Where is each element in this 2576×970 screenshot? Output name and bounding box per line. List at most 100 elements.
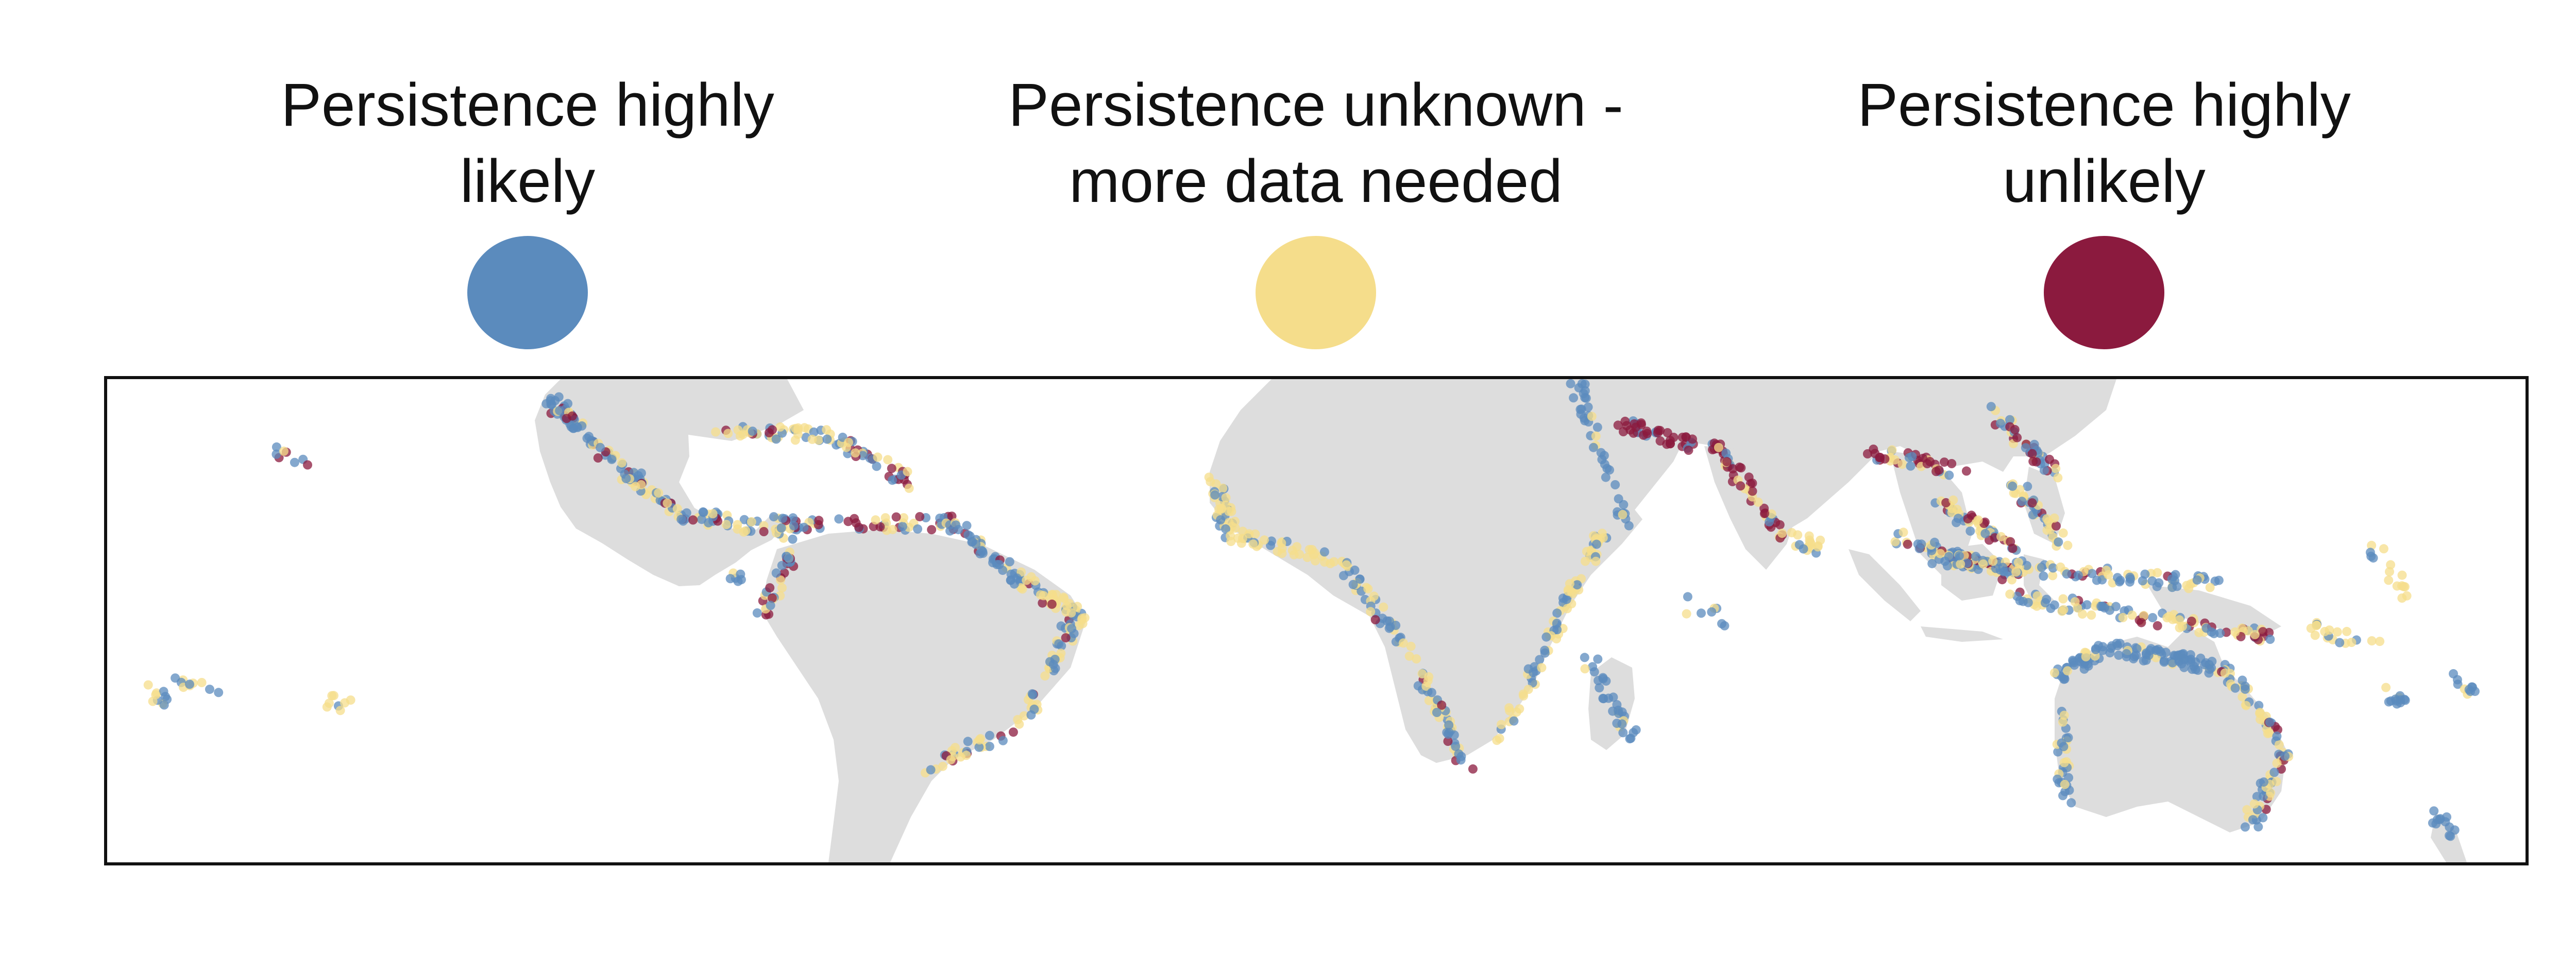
coral-point [1535, 655, 1545, 665]
coral-point [2259, 791, 2268, 801]
coral-point [1066, 608, 1076, 618]
coral-point [1421, 682, 1431, 691]
coral-point [1887, 445, 1897, 455]
coral-point [1230, 523, 1240, 533]
coral-point [2027, 498, 2037, 508]
coral-point [1931, 467, 1941, 477]
coral-point [1047, 599, 1057, 609]
coral-point [593, 453, 603, 463]
coral-point [2053, 473, 2063, 483]
coral-point [2347, 638, 2357, 647]
coral-point [2335, 638, 2345, 648]
coral-point [2064, 773, 2074, 782]
coral-point [2255, 708, 2265, 717]
coral-point [1617, 719, 1627, 729]
coral-point [1443, 729, 1453, 739]
coral-point [2051, 464, 2061, 473]
coral-point [2029, 439, 2039, 449]
coral-point [741, 526, 751, 536]
coral-point [2005, 589, 2015, 599]
coral-point [1045, 657, 1055, 667]
coral-point [2011, 567, 2021, 577]
coral-point [2048, 571, 2058, 581]
legend-swatch-likely-icon [467, 236, 588, 349]
coral-point [2058, 594, 2068, 604]
coral-point [956, 752, 965, 762]
coral-point [2214, 575, 2224, 585]
coral-point [1226, 537, 1236, 547]
coral-point [1663, 428, 1672, 437]
coral-point [2384, 575, 2394, 585]
coral-point [788, 513, 798, 523]
coral-point [2104, 570, 2113, 580]
coral-point [790, 435, 800, 445]
coral-point [888, 475, 897, 485]
coral-point [1412, 654, 1421, 663]
coral-point [2266, 788, 2276, 798]
coral-point [2063, 540, 2073, 550]
coral-point [777, 560, 787, 570]
coral-point [2196, 653, 2206, 663]
coral-point [2132, 644, 2142, 654]
coral-point [2057, 606, 2067, 616]
coral-point [998, 736, 1008, 745]
coral-point [1552, 608, 1562, 618]
coral-point [1601, 676, 1611, 686]
coral-point [904, 483, 914, 493]
coral-point [1432, 708, 1442, 717]
coral-point [2115, 575, 2125, 585]
coral-point [1370, 615, 1380, 624]
coral-point [1413, 681, 1423, 691]
coral-point [1067, 624, 1077, 634]
coral-point [2151, 645, 2161, 655]
coral-point [778, 514, 788, 523]
coral-point [1942, 561, 1952, 571]
coral-point [1591, 539, 1601, 549]
coral-point [1653, 428, 1663, 438]
coral-point [2194, 627, 2204, 637]
coral-point [1936, 549, 1945, 558]
coral-point [1613, 420, 1623, 430]
coral-point [2066, 798, 2076, 808]
coral-point [1027, 689, 1037, 699]
coral-point [1787, 528, 1797, 538]
coral-point [736, 569, 745, 579]
coral-point [2015, 485, 2025, 495]
coral-point [1767, 509, 1776, 519]
coral-point [771, 568, 781, 578]
coral-point [1267, 536, 1276, 546]
coral-point [2379, 544, 2388, 554]
coral-point [1250, 529, 1260, 539]
coral-point [621, 474, 631, 483]
coral-point [1311, 556, 1320, 566]
coral-point [617, 458, 626, 468]
coral-point [2153, 568, 2162, 577]
coral-point [159, 687, 168, 696]
coral-point [2280, 751, 2290, 761]
coral-point [1050, 663, 1060, 673]
coral-point [777, 583, 787, 593]
coral-point [759, 527, 769, 536]
coral-point [2259, 777, 2268, 787]
coral-point [873, 452, 883, 462]
coral-point [2027, 449, 2037, 458]
coral-point [2125, 572, 2135, 582]
coral-point [1404, 651, 1414, 661]
coral-point [2058, 791, 2067, 801]
coral-point [672, 504, 682, 514]
coral-point [2062, 569, 2072, 579]
coral-point [769, 512, 778, 522]
coral-point [272, 442, 281, 452]
coral-point [2320, 627, 2330, 636]
coral-point [272, 449, 281, 459]
coral-point [1765, 517, 1774, 526]
coral-point [335, 706, 345, 716]
coral-point [1906, 461, 1916, 471]
coral-point [1662, 439, 1672, 449]
coral-point [1406, 641, 1416, 651]
coral-point [2167, 658, 2177, 668]
coral-point [1073, 602, 1082, 611]
coral-point [2332, 627, 2342, 637]
coral-point [1038, 598, 1047, 608]
coral-point [1565, 579, 1574, 589]
